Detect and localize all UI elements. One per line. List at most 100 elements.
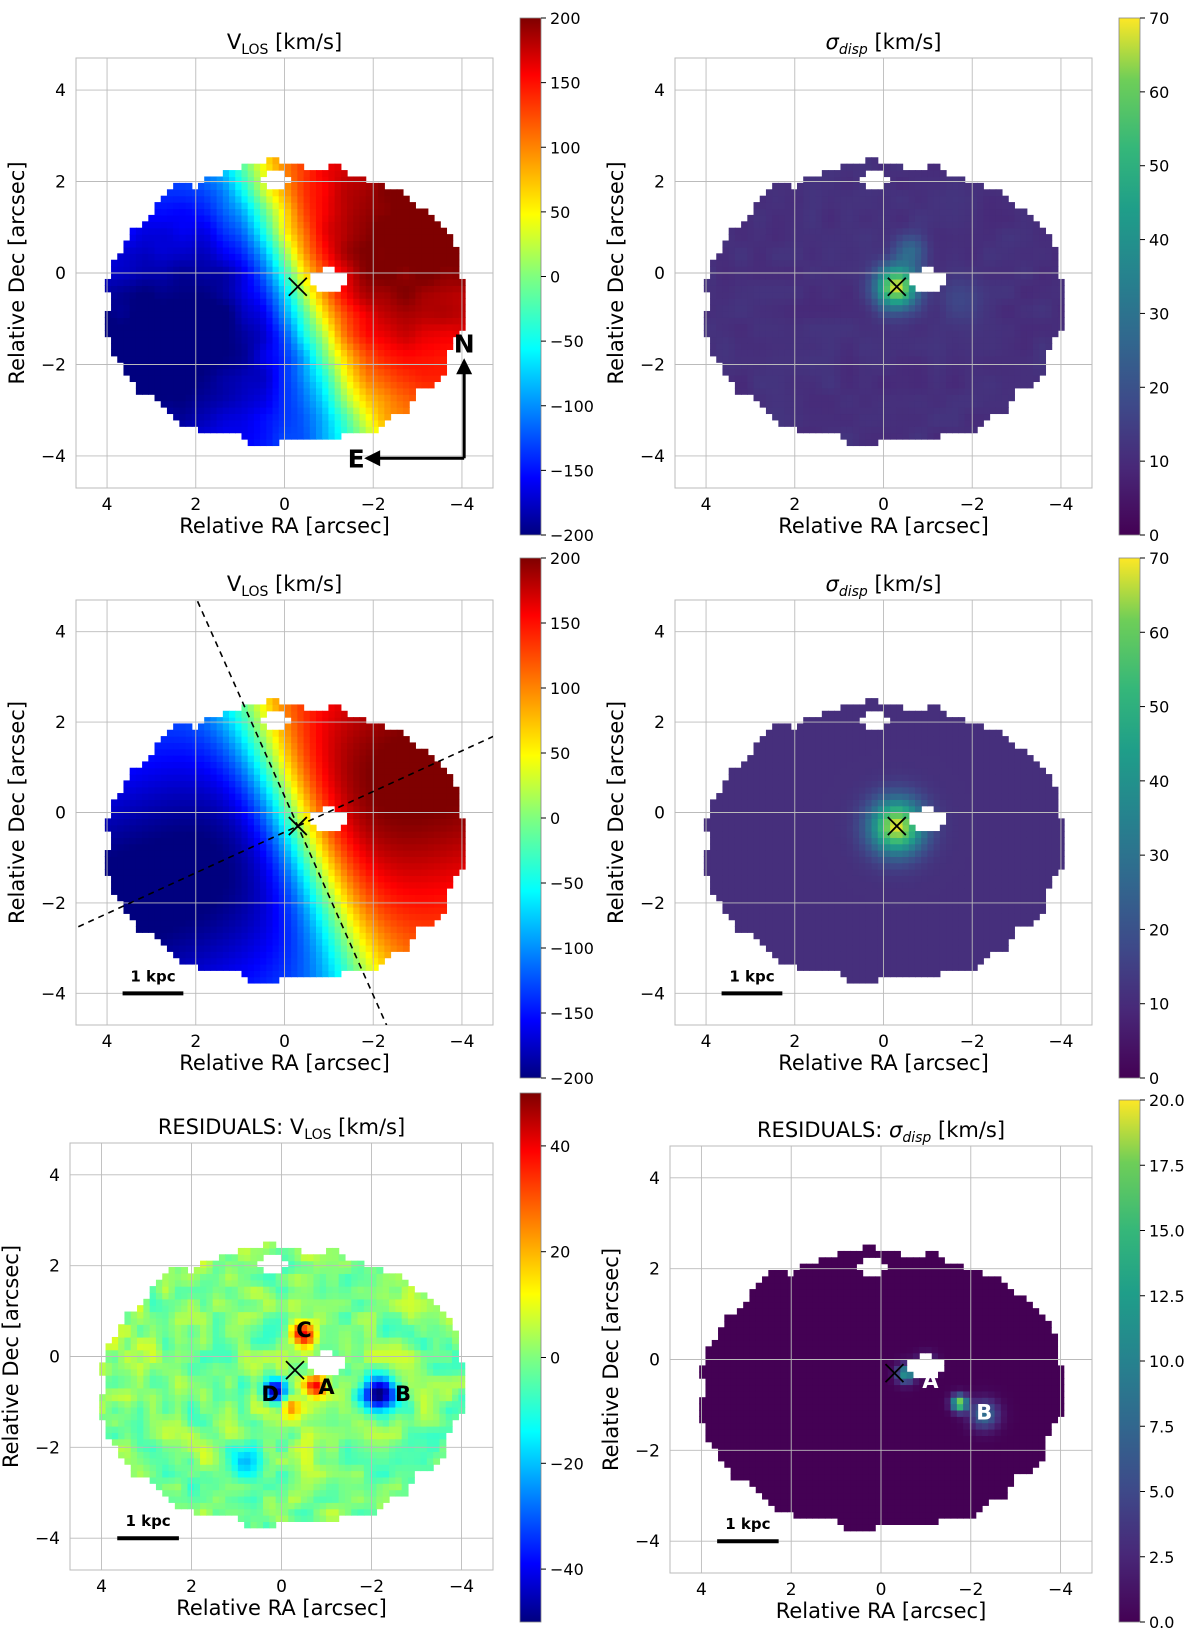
grid-lines: [675, 58, 1092, 488]
heatmap-cell: [753, 355, 761, 363]
heatmap-cell: [197, 913, 205, 921]
heatmap-cell: [759, 349, 767, 357]
heatmap-cell: [1014, 291, 1022, 299]
heatmap-cell: [877, 208, 885, 216]
heatmap-cell: [1026, 323, 1034, 331]
heatmap-cell: [365, 240, 373, 248]
heatmap-cell: [222, 812, 230, 819]
heatmap-cell: [1039, 234, 1047, 242]
heatmap-cell: [958, 176, 966, 184]
heatmap-cell: [191, 837, 199, 845]
heatmap-cell: [173, 723, 180, 731]
heatmap-cell: [765, 259, 773, 267]
heatmap-cell: [322, 221, 330, 229]
heatmap-cell: [297, 368, 305, 376]
heatmap-cell: [260, 336, 267, 344]
heatmap-cell: [790, 355, 798, 363]
heatmap-cell: [272, 227, 280, 235]
heatmap-cell: [266, 189, 274, 197]
heatmap-cell: [185, 812, 193, 819]
heatmap-cell: [204, 812, 212, 819]
heatmap-cell: [216, 894, 224, 902]
heatmap-cell: [210, 906, 218, 914]
heatmap-cell: [859, 317, 866, 325]
heatmap-cell: [291, 259, 298, 267]
heatmap-cell: [229, 278, 236, 286]
heatmap-cell: [977, 413, 984, 421]
heatmap-cell: [197, 400, 205, 408]
heatmap-cell: [809, 336, 817, 344]
heatmap-cell: [235, 221, 243, 229]
heatmap-cell: [753, 394, 761, 402]
heatmap-cell: [111, 862, 118, 870]
heatmap-cell: [266, 786, 274, 794]
heatmap-cell: [1032, 240, 1040, 248]
heatmap-cell: [402, 240, 410, 248]
heatmap-cell: [309, 189, 317, 197]
heatmap-cell: [123, 259, 131, 267]
heatmap-cell: [235, 723, 243, 731]
heatmap-cell: [815, 381, 823, 389]
heatmap-cell: [160, 246, 168, 254]
heatmap-cell: [796, 387, 804, 395]
heatmap-cell: [322, 342, 330, 350]
heatmap-cell: [222, 894, 230, 902]
heatmap-cell: [877, 426, 885, 434]
heatmap-cell: [260, 285, 267, 293]
heatmap-cell: [809, 317, 817, 325]
heatmap-cell: [359, 240, 367, 248]
heatmap-cell: [142, 812, 149, 819]
heatmap-cell: [421, 349, 429, 357]
heatmap-cell: [1051, 285, 1059, 293]
heatmap-cell: [148, 761, 156, 769]
heatmap-cell: [148, 381, 156, 389]
heatmap-cell: [328, 253, 336, 261]
heatmap-cell: [1045, 342, 1053, 350]
x-tick-label: −4: [1048, 495, 1073, 515]
heatmap-cell: [396, 342, 404, 350]
heatmap-cell: [1001, 227, 1009, 235]
heatmap-cell: [883, 336, 891, 344]
heatmap-cell: [204, 375, 212, 383]
heatmap-cell: [747, 253, 755, 261]
heatmap-cell: [173, 291, 180, 299]
heatmap-cell: [154, 906, 162, 914]
heatmap-cell: [440, 259, 448, 267]
heatmap-cell: [241, 227, 249, 235]
heatmap-cell: [229, 342, 236, 350]
heatmap-cell: [365, 221, 373, 229]
heatmap-cell: [129, 246, 137, 254]
heatmap-cell: [197, 793, 205, 800]
heatmap-cell: [260, 298, 267, 306]
heatmap-cell: [241, 881, 249, 889]
heatmap-cell: [117, 285, 125, 293]
heatmap-cell: [452, 266, 460, 274]
heatmap-cell: [1039, 342, 1047, 350]
heatmap-cell: [995, 349, 1003, 357]
heatmap-cell: [266, 925, 274, 933]
heatmap-cell: [253, 837, 261, 845]
heatmap-cell: [309, 182, 317, 190]
heatmap-cell: [409, 336, 416, 344]
heatmap-cell: [939, 394, 947, 402]
heatmap-cell: [890, 355, 897, 363]
heatmap-cell: [933, 298, 941, 306]
heatmap-cell: [989, 298, 997, 306]
heatmap-cell: [896, 170, 904, 178]
heatmap-cell: [222, 900, 230, 908]
heatmap-cell: [197, 336, 205, 344]
heatmap-cell: [946, 195, 953, 203]
heatmap-cell: [135, 906, 143, 914]
heatmap-cell: [759, 400, 767, 408]
heatmap-cell: [303, 355, 311, 363]
colorbar-tick-label: 150: [550, 74, 581, 93]
heatmap-cell: [741, 375, 748, 383]
heatmap-cell: [747, 330, 755, 338]
heatmap-cell: [179, 394, 187, 402]
heatmap-cell: [402, 272, 410, 280]
heatmap-cell: [210, 400, 218, 408]
heatmap-cell: [834, 349, 842, 357]
heatmap-cell: [759, 227, 767, 235]
heatmap-cell: [111, 342, 118, 350]
heatmap-cell: [247, 862, 255, 870]
